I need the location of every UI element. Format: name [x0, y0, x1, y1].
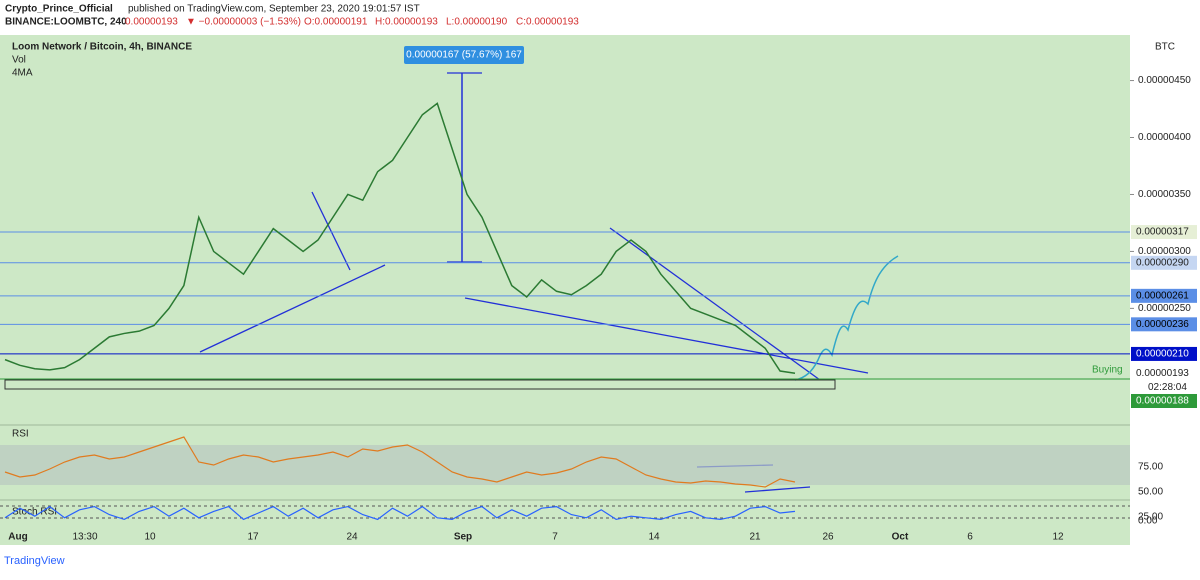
x-tick-label: 10	[144, 532, 156, 543]
x-tick-label: 7	[552, 532, 558, 543]
open: O:0.00000191	[304, 17, 368, 28]
brand: TradingView	[4, 555, 65, 567]
rsi-line	[4, 436, 796, 488]
rsi-tick-label: 25.00	[1138, 512, 1163, 523]
measure-label: 0.00000167 (57.67%) 167	[406, 50, 522, 61]
y-tick-label: 0.00000450	[1138, 75, 1191, 86]
y-tick-label: 0.00000400	[1138, 132, 1191, 143]
rsi-tick-label: 75.00	[1138, 462, 1163, 473]
x-tick-label: 24	[346, 532, 358, 543]
y-tick-label: 0.00000350	[1138, 189, 1191, 200]
y-tick-label: 0.00000300	[1138, 246, 1191, 257]
legend-vol: Vol	[12, 55, 26, 66]
stoch-tick-label: 0.00	[1138, 516, 1158, 527]
price-tag	[1131, 225, 1197, 240]
x-tick-label: 17	[247, 532, 259, 543]
timer: 02:28:04	[1148, 382, 1187, 393]
x-tick-label: 12	[1052, 532, 1064, 543]
price-tag	[1131, 255, 1197, 270]
legend-title: Loom Network / Bitcoin, 4h, BINANCE	[12, 42, 192, 53]
price-tag-label: 0.00000236	[1136, 319, 1189, 330]
high: H:0.00000193	[375, 17, 438, 28]
price-tag-label: 0.00000261	[1136, 290, 1189, 301]
x-tick-label: 13:30	[72, 532, 97, 543]
price-tag	[1131, 366, 1197, 381]
price-tag-label: 0.00000188	[1136, 396, 1189, 407]
projection-path	[794, 255, 899, 381]
x-tick-label: Sep	[454, 532, 472, 543]
x-tick-label: Aug	[8, 532, 27, 543]
change: ▼ −0.00000003 (−1.53%)	[186, 17, 301, 28]
price-tag-label: 0.00000317	[1136, 227, 1189, 238]
price-tag-label: 0.00000290	[1136, 257, 1189, 268]
price-tag	[1131, 288, 1197, 303]
price-tag	[1131, 346, 1197, 361]
legend-rsi: RSI	[12, 429, 29, 440]
symbol: BINANCE:LOOMBTC, 240	[5, 17, 127, 28]
price-tag-label: 0.00000210	[1136, 349, 1189, 360]
x-tick-label: Oct	[892, 532, 909, 543]
x-tick-label: 21	[749, 532, 761, 543]
legend-stoch: Stoch RSI	[12, 507, 57, 518]
x-tick-label: 6	[967, 532, 973, 543]
last-price: 0.00000193	[125, 17, 178, 28]
legend-ma: 4MA	[12, 68, 33, 79]
author: Crypto_Prince_Official	[5, 4, 113, 15]
published: published on TradingView.com, September …	[128, 4, 420, 15]
x-tick-label: 14	[648, 532, 660, 543]
footer-panel	[0, 545, 1200, 575]
x-tick-label: 26	[822, 532, 834, 543]
low: L:0.00000190	[446, 17, 508, 28]
price-tag	[1131, 393, 1197, 408]
rsi-tick-label: 50.00	[1138, 487, 1163, 498]
buy-zone	[4, 379, 836, 390]
unit: BTC	[1155, 42, 1175, 53]
buying-label: Buying	[1092, 365, 1123, 376]
rsi-band	[0, 445, 1130, 485]
price-tag-label: 0.00000193	[1136, 368, 1189, 379]
stoch-line	[4, 505, 796, 521]
y-tick-label: 0.00000250	[1138, 303, 1191, 314]
price-tag	[1131, 317, 1197, 332]
close: C:0.00000193	[516, 17, 579, 28]
measure-box	[404, 46, 524, 64]
price-line	[4, 102, 796, 375]
